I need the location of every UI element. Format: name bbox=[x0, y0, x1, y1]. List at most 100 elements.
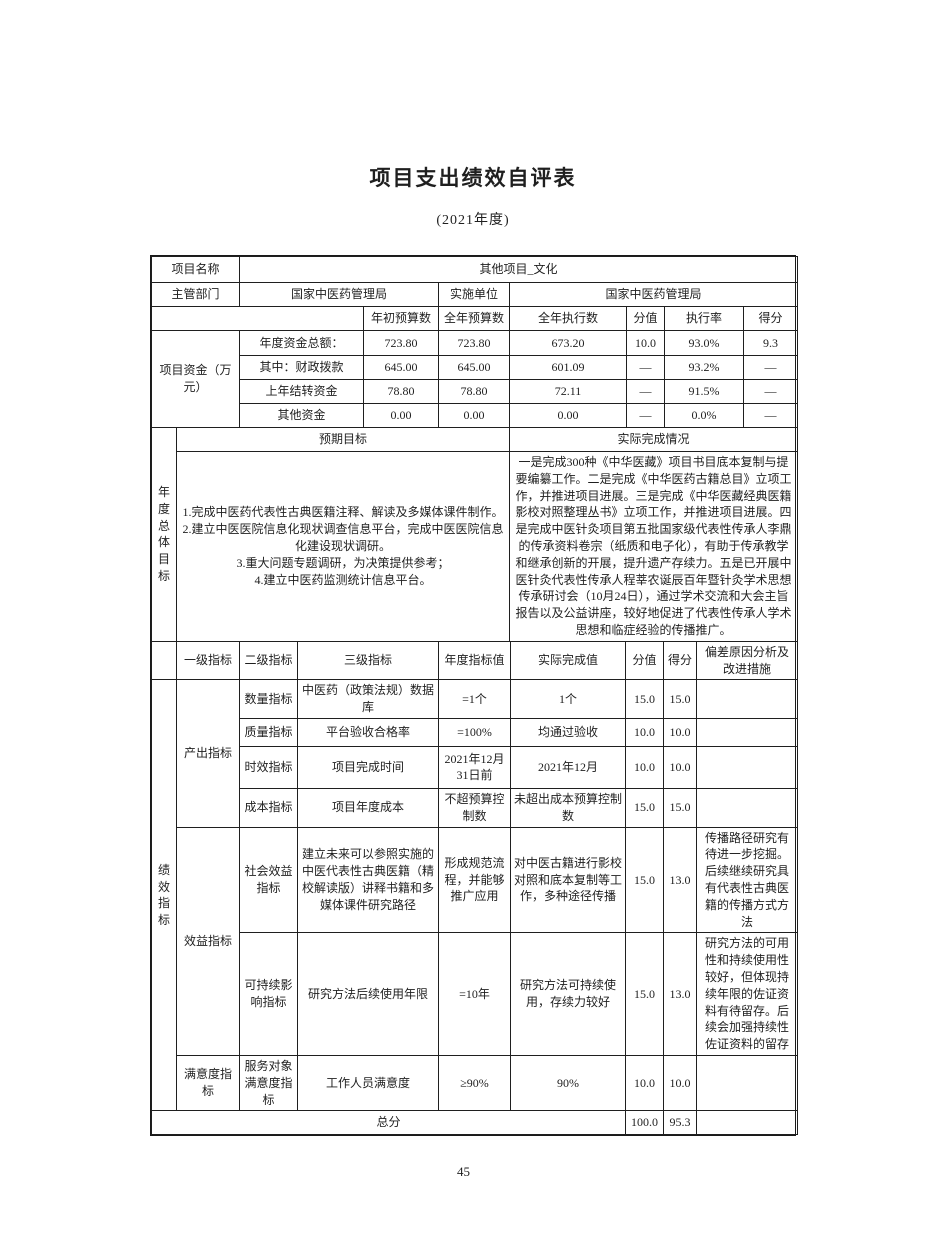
goal-content-row: 1.完成中医药代表性古典医籍注释、解读及多媒体课件制作。 2.建立中医医院信息化… bbox=[152, 451, 798, 642]
actual-value: 1个 bbox=[510, 679, 626, 719]
level2-label: 可持续影响指标 bbox=[239, 932, 298, 1056]
funds-col-header-annual: 全年预算数 bbox=[438, 306, 510, 331]
level3-label: 项目年度成本 bbox=[297, 787, 439, 828]
weight-value: 15.0 bbox=[625, 679, 664, 719]
header-level1: 一级指标 bbox=[176, 640, 240, 681]
indicator-row-satisfaction: 满意度指标 服务对象满意度指标 工作人员满意度 ≥90% 90% 10.0 10… bbox=[152, 1054, 798, 1112]
implementer-value: 国家中医药管理局 bbox=[508, 282, 799, 307]
document-content: 项目支出绩效自评表 (2021年度) 项目名称 其他项目_文化 主管部门 国家中… bbox=[150, 162, 799, 1137]
fund-score: 9.3 bbox=[743, 330, 798, 356]
fund-label: 年度资金总额： bbox=[239, 330, 364, 356]
evaluation-table: 项目名称 其他项目_文化 主管部门 国家中医药管理局 实施单位 国家中医药管理局… bbox=[150, 255, 799, 1137]
header-target: 年度指标值 bbox=[438, 640, 511, 681]
fund-executed: 673.20 bbox=[509, 330, 627, 356]
weight-value: 15.0 bbox=[625, 826, 664, 934]
fund-row-fiscal: 其中：财政拨款 645.00 645.00 601.09 — 93.2% — bbox=[152, 355, 798, 380]
deviation-cell bbox=[696, 679, 798, 719]
score-value: 10.0 bbox=[663, 1054, 697, 1112]
supervisor-row: 主管部门 国家中医药管理局 实施单位 国家中医药管理局 bbox=[151, 282, 799, 307]
indicators-header-row: 一级指标 二级指标 三级指标 年度指标值 实际完成值 分值 得分 偏差原因分析及… bbox=[151, 640, 798, 681]
level2-label: 成本指标 bbox=[239, 787, 298, 828]
indicators-section: 一级指标 二级指标 三级指标 年度指标值 实际完成值 分值 得分 偏差原因分析及… bbox=[151, 640, 798, 1136]
header-score: 得分 bbox=[663, 640, 697, 681]
level3-label: 项目完成时间 bbox=[297, 745, 439, 789]
supervisor-label: 主管部门 bbox=[151, 282, 240, 307]
level1-satisfaction-label: 满意度指标 bbox=[176, 1054, 240, 1112]
expected-goal-header: 预期目标 bbox=[176, 427, 510, 452]
project-name-label: 项目名称 bbox=[151, 256, 240, 283]
fund-annual-budget: 78.80 bbox=[438, 379, 510, 404]
level1-output-label: 产出指标 bbox=[176, 679, 240, 828]
fund-row-carryover: 上年结转资金 78.80 78.80 72.11 — 91.5% — bbox=[152, 379, 798, 404]
weight-value: 15.0 bbox=[625, 932, 664, 1056]
annual-goal-label: 年度总体目标 bbox=[151, 427, 177, 642]
score-value: 10.0 bbox=[663, 745, 697, 789]
indicators-section-label: 绩效指标 bbox=[151, 679, 177, 1112]
project-name-value: 其他项目_文化 bbox=[238, 256, 799, 283]
funds-col-header-rate: 执行率 bbox=[664, 306, 744, 331]
deviation-cell bbox=[696, 1054, 798, 1112]
fund-initial-budget: 723.80 bbox=[363, 330, 439, 356]
header-deviation: 偏差原因分析及改进措施 bbox=[696, 640, 798, 681]
fund-score: — bbox=[743, 379, 798, 404]
target-value: =10年 bbox=[438, 932, 511, 1056]
actual-completion-text: 一是完成300种《中华医藏》项目书目底本复制与提要编纂工作。二是完成《中华医药古… bbox=[509, 451, 798, 642]
indicator-row-cost: 成本指标 项目年度成本 不超预算控制数 未超出成本预算控制数 15.0 15.0 bbox=[152, 787, 798, 828]
fund-executed: 72.11 bbox=[509, 379, 627, 404]
indicators-header-empty-cell bbox=[151, 640, 177, 681]
funds-col-header-initial: 年初预算数 bbox=[363, 306, 439, 331]
fund-score: — bbox=[743, 403, 798, 428]
level2-label: 数量指标 bbox=[239, 679, 298, 719]
target-value: =1个 bbox=[438, 679, 511, 719]
page-title: 项目支出绩效自评表 bbox=[369, 166, 577, 190]
fund-score: — bbox=[743, 355, 798, 380]
weight-value: 10.0 bbox=[625, 745, 664, 789]
fund-execution-rate: 93.2% bbox=[664, 355, 744, 380]
total-score: 95.3 bbox=[663, 1110, 697, 1136]
target-value: =100% bbox=[438, 717, 511, 747]
level3-label: 平台验收合格率 bbox=[297, 717, 439, 747]
basic-info-section: 项目名称 其他项目_文化 主管部门 国家中医药管理局 实施单位 国家中医药管理局 bbox=[151, 256, 799, 307]
score-value: 13.0 bbox=[663, 826, 697, 934]
goal-header-row: 年度总体目标 预期目标 实际完成情况 bbox=[151, 427, 798, 642]
weight-value: 10.0 bbox=[625, 1054, 664, 1112]
target-value: 2021年12月31日前 bbox=[438, 745, 511, 789]
fund-annual-budget: 723.80 bbox=[438, 330, 510, 356]
actual-value: 对中医古籍进行影校对照和底本复制等工作，多种途径传播 bbox=[510, 826, 626, 934]
header-level3: 三级指标 bbox=[297, 640, 439, 681]
level3-label: 中医药（政策法规）数据库 bbox=[297, 679, 439, 719]
funds-section-label: 项目资金（万元） bbox=[151, 330, 240, 428]
score-value: 13.0 bbox=[663, 932, 697, 1056]
page-number: 45 bbox=[457, 1164, 470, 1179]
fund-label: 其中：财政拨款 bbox=[239, 355, 364, 380]
header-weight: 分值 bbox=[625, 640, 664, 681]
target-value: 不超预算控制数 bbox=[438, 787, 511, 828]
fund-execution-rate: 93.0% bbox=[664, 330, 744, 356]
level2-label: 社会效益指标 bbox=[239, 826, 298, 934]
deviation-cell bbox=[696, 745, 798, 789]
funds-header-row: 年初预算数 全年预算数 全年执行数 分值 执行率 得分 bbox=[151, 306, 798, 331]
target-value: 形成规范流程，并能够推广应用 bbox=[438, 826, 511, 934]
actual-value: 均通过验收 bbox=[510, 717, 626, 747]
level3-label: 研究方法后续使用年限 bbox=[297, 932, 439, 1056]
level1-benefit-label: 效益指标 bbox=[176, 826, 240, 1056]
indicator-row-quality: 质量指标 平台验收合格率 =100% 均通过验收 10.0 10.0 bbox=[152, 717, 798, 747]
fund-initial-budget: 0.00 bbox=[363, 403, 439, 428]
total-deviation-cell bbox=[696, 1110, 798, 1136]
score-value: 10.0 bbox=[663, 717, 697, 747]
indicator-row-social-benefit: 效益指标 社会效益指标 建立未来可以参照实施的中医代表性古典医籍（精校解读版）讲… bbox=[152, 826, 798, 1056]
fund-weight: — bbox=[626, 403, 665, 428]
level2-label: 服务对象满意度指标 bbox=[239, 1054, 298, 1112]
fund-row-total: 项目资金（万元） 年度资金总额： 723.80 723.80 673.20 10… bbox=[151, 330, 798, 428]
fund-weight: — bbox=[626, 379, 665, 404]
fund-label: 上年结转资金 bbox=[239, 379, 364, 404]
funds-col-header-executed: 全年执行数 bbox=[509, 306, 627, 331]
fund-row-other: 其他资金 0.00 0.00 0.00 — 0.0% — bbox=[152, 403, 798, 428]
annual-goal-section: 年度总体目标 预期目标 实际完成情况 1.完成中医药代表性古典医籍注释、解读及多… bbox=[151, 427, 798, 642]
actual-value: 90% bbox=[510, 1054, 626, 1112]
fund-annual-budget: 0.00 bbox=[438, 403, 510, 428]
actual-value: 研究方法可持续使用，存续力较好 bbox=[510, 932, 626, 1056]
deviation-cell: 传播路径研究有待进一步挖掘。后续继续研究具有代表性古典医籍的传播方式方法 bbox=[696, 826, 798, 934]
supervisor-value: 国家中医药管理局 bbox=[239, 282, 439, 307]
